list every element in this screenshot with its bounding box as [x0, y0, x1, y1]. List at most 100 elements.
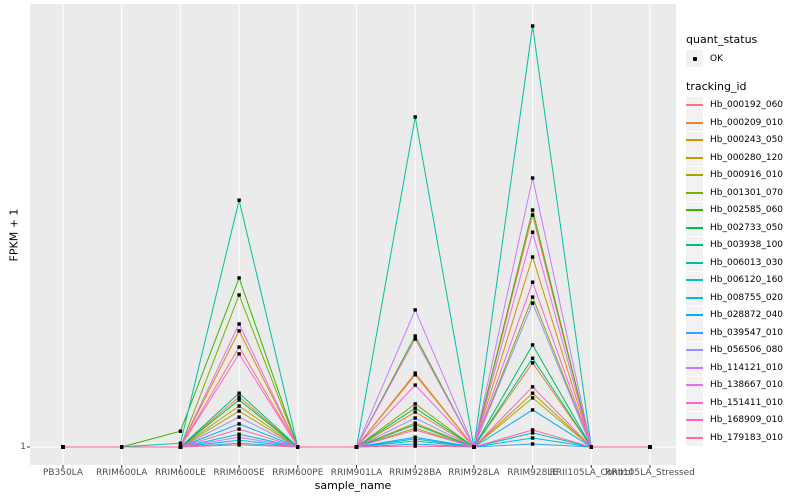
legend-key-box — [686, 184, 703, 202]
data-point — [178, 445, 183, 449]
data-point — [237, 398, 241, 402]
data-point — [648, 445, 652, 449]
data-point — [413, 115, 417, 119]
legend-key-box — [686, 166, 703, 184]
data-point — [530, 396, 535, 400]
data-point — [530, 24, 535, 28]
data-point — [530, 428, 535, 432]
data-point — [530, 408, 535, 412]
legend-item-label: Hb_000243_050 — [710, 135, 784, 146]
legend-item: Hb_028872_040 — [686, 306, 800, 325]
legend-item-label: Hb_028872_040 — [710, 310, 784, 321]
data-point — [237, 415, 241, 419]
data-point — [530, 361, 535, 365]
legend-key-box — [686, 289, 703, 307]
data-point — [237, 427, 241, 431]
legend-item-label: Hb_008755_020 — [710, 292, 784, 303]
legend-item: Hb_138667_010 — [686, 376, 800, 395]
legend-item: Hb_168909_010 — [686, 411, 800, 430]
axis-ticks — [27, 446, 651, 468]
legend-item: Hb_056506_080 — [686, 341, 800, 360]
legend-key-box — [686, 341, 703, 359]
legend-item: Hb_001301_070 — [686, 184, 800, 202]
legend-item: Hb_179183_010 — [686, 429, 800, 447]
legend-key-line-icon — [686, 366, 703, 369]
legend-tracking-id-block: tracking_id Hb_000192_060 Hb_000209_010 Hb… — [686, 80, 800, 447]
data-point — [296, 445, 300, 449]
data-point — [237, 438, 241, 442]
legend-item-label: Hb_056506_080 — [710, 345, 784, 356]
legend-item: Hb_114121_010 — [686, 359, 800, 377]
data-point — [237, 391, 241, 395]
legend-key-box — [686, 149, 703, 167]
legend-item: Hb_000916_010 — [686, 166, 800, 185]
legend-key-line-icon — [686, 121, 703, 124]
data-point — [413, 439, 417, 443]
data-point — [413, 437, 417, 441]
data-point — [530, 391, 535, 395]
legend-key-line-icon — [686, 419, 703, 422]
data-point — [530, 280, 535, 284]
data-point — [178, 429, 183, 433]
data-point — [530, 295, 535, 299]
data-point — [237, 352, 241, 356]
data-point — [530, 431, 535, 435]
legend-key-line-icon — [686, 104, 703, 107]
data-point — [413, 421, 417, 425]
legend-item-label: Hb_039547_010 — [710, 327, 784, 338]
data-point — [237, 293, 241, 297]
legend-item-label: Hb_000280_120 — [710, 152, 784, 163]
x-tick-label: RRII105LA_Stressed — [605, 468, 695, 478]
legend-key-box — [686, 236, 703, 254]
legend-item-label: Hb_006013_030 — [710, 257, 784, 268]
legend-key-line-icon — [686, 331, 703, 334]
data-point — [413, 442, 417, 446]
legend-item-label: Hb_006120_160 — [710, 275, 784, 286]
data-point — [413, 435, 417, 439]
legend-key-box — [686, 376, 703, 394]
legend-key-line-icon — [686, 279, 703, 282]
data-point — [237, 443, 241, 447]
legend-title-quant-status: quant_status — [686, 33, 758, 46]
legend-item: Hb_000243_050 — [686, 131, 800, 150]
data-point — [413, 444, 417, 448]
data-point — [413, 410, 417, 414]
legend-item-label: Hb_000916_010 — [710, 170, 784, 181]
legend-item-label: Hb_179183_010 — [710, 432, 784, 443]
legend-item: Hb_008755_020 — [686, 289, 800, 307]
legend-key-line-icon — [686, 296, 703, 299]
legend-item-label: Hb_151411_010 — [710, 397, 784, 408]
data-point — [413, 337, 417, 341]
data-point — [61, 445, 65, 449]
legend-key-box — [686, 50, 703, 68]
data-point — [413, 371, 417, 375]
x-tick-label: RRIM928LE — [507, 468, 558, 478]
y-tick-label: 1 — [20, 442, 26, 452]
legend-key-box — [686, 359, 703, 377]
legend-quant-status-block: quant_status OK — [686, 33, 800, 68]
legend-key-line-icon — [686, 244, 703, 247]
legend-item-ok: OK — [686, 50, 800, 68]
legend-key-line-icon — [686, 314, 703, 317]
legend-key-box — [686, 131, 703, 149]
data-point — [413, 373, 417, 377]
legend-key-line-icon — [686, 384, 703, 387]
legend-item: Hb_006013_030 — [686, 254, 800, 272]
x-tick-label: RRIM928BA — [388, 468, 442, 478]
data-points — [61, 24, 652, 449]
legend-item-label: OK — [710, 53, 723, 64]
legend: quant_status OK tracking_id Hb_000192_06… — [686, 33, 800, 447]
data-point — [530, 436, 535, 440]
legend-item: Hb_002733_050 — [686, 219, 800, 237]
legend-item-label: Hb_002585_060 — [710, 205, 784, 216]
data-point — [530, 356, 535, 360]
data-point — [237, 276, 241, 280]
data-point — [354, 445, 359, 449]
legend-item: Hb_002585_060 — [686, 201, 800, 220]
data-point — [530, 176, 535, 180]
x-tick-label: RRIM600LE — [154, 468, 206, 478]
data-point — [530, 385, 535, 389]
legend-key-line-icon — [686, 261, 703, 264]
